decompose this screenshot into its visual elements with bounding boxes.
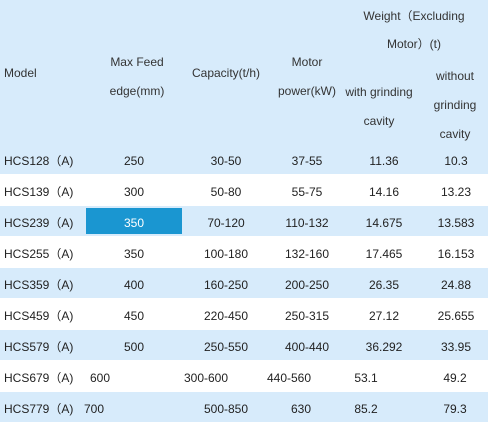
cell-weight-without-cavity: 16.153: [437, 247, 475, 261]
table-row: HCS459（A) 450 220-450 250-315 27.12 25.6…: [0, 299, 488, 330]
cell-motor-power: 37-55: [291, 154, 323, 168]
cell-max-feed: 250: [123, 154, 145, 168]
cell-capacity: 500-850: [203, 402, 249, 416]
cell-model: HCS239（A): [4, 216, 74, 230]
cell-capacity: 50-80: [210, 185, 242, 199]
cell-capacity: 220-450: [203, 309, 249, 323]
header-weight-line1: Weight（Excluding: [363, 9, 465, 23]
cell-model: HCS139（A): [4, 185, 74, 199]
header-with-line1: with grinding: [345, 85, 413, 99]
table-row: HCS139（A) 300 50-80 55-75 14.16 13.23: [0, 175, 488, 206]
header-without-grinding-cavity: without grinding cavity: [426, 62, 484, 149]
table-body: HCS128（A) 250 30-50 37-55 11.36 10.3 HCS…: [0, 144, 488, 423]
table-row: HCS239（A) 350 70-120 110-132 14.675 13.5…: [0, 206, 488, 237]
table-row: HCS255（A) 350 100-180 132-160 17.465 16.…: [0, 237, 488, 268]
header-without-line1: without: [435, 69, 475, 83]
cell-weight-without-cavity: 13.583: [437, 216, 475, 230]
cell-weight-without-cavity: 33.95: [440, 340, 472, 354]
cell-model: HCS459（A): [4, 309, 74, 323]
cell-motor-power: 200-250: [284, 278, 330, 292]
header-motor-line2: power(kW): [277, 84, 336, 98]
cell-motor-power: 110-132: [285, 216, 329, 230]
cell-capacity: 250-550: [203, 340, 249, 354]
cell-model: HCS679（A): [4, 371, 74, 385]
header-without-line3: cavity: [439, 127, 471, 141]
cell-weight-without-cavity: 10.3: [444, 154, 468, 168]
header-without-line2: grinding: [433, 98, 477, 112]
cell-motor-power: 250-315: [284, 309, 330, 323]
cell-weight-without-cavity: 13.23: [440, 185, 472, 199]
table-header: Model Max Feed edge(mm) Capacity(t/h) Mo…: [0, 0, 488, 144]
table-row: HCS128（A) 250 30-50 37-55 11.36 10.3: [0, 144, 488, 175]
table-row: HCS359（A) 400 160-250 200-250 26.35 24.8…: [0, 268, 488, 299]
cell-weight-with-cavity: 36.292: [365, 340, 403, 354]
table-row: HCS779（A) 700 500-850 630 85.2 79.3: [0, 392, 488, 423]
cell-weight-with-cavity: 27.12: [368, 309, 400, 323]
cell-max-feed-highlighted: 350: [86, 208, 182, 234]
cell-model: HCS255（A): [4, 247, 74, 261]
cell-weight-without-cavity: 79.3: [443, 402, 467, 416]
cell-weight-with-cavity: 26.35: [368, 278, 400, 292]
cell-motor-power: 440-560: [266, 371, 312, 385]
cell-model: HCS779（A): [4, 402, 74, 416]
cell-max-feed: 700: [84, 402, 105, 416]
header-motor-power: Motor power(kW): [268, 48, 346, 106]
cell-max-feed: 350: [123, 247, 145, 261]
header-with-grinding-cavity: with grinding cavity: [344, 78, 414, 136]
header-max-feed-line2: edge(mm): [109, 84, 165, 98]
header-model: Model: [4, 66, 37, 80]
cell-max-feed: 450: [123, 309, 145, 323]
cell-weight-with-cavity: 11.36: [369, 154, 399, 168]
cell-weight-with-cavity: 17.465: [365, 247, 403, 261]
cell-weight-with-cavity: 14.16: [368, 185, 400, 199]
cell-motor-power: 55-75: [291, 185, 323, 199]
cell-weight-without-cavity: 25.655: [437, 309, 475, 323]
cell-max-feed: 600: [89, 371, 111, 385]
cell-weight-without-cavity: 49.2: [443, 371, 467, 385]
header-max-feed: Max Feed edge(mm): [100, 48, 174, 106]
header-motor-line1: Motor: [291, 55, 323, 69]
cell-motor-power: 132-160: [284, 247, 330, 261]
cell-capacity: 100-180: [203, 247, 249, 261]
cell-capacity: 30-50: [210, 154, 242, 168]
cell-capacity: 70-120: [207, 216, 245, 230]
cell-weight-with-cavity: 14.675: [365, 216, 403, 230]
cell-capacity: 300-600: [183, 371, 229, 385]
cell-weight-with-cavity: 53.1: [354, 371, 378, 385]
header-max-feed-line1: Max Feed: [110, 55, 164, 69]
cell-model: HCS359（A): [4, 278, 74, 292]
cell-weight-with-cavity: 85.2: [354, 402, 378, 416]
table-row: HCS579（A) 500 250-550 400-440 36.292 33.…: [0, 330, 488, 361]
cell-motor-power: 400-440: [284, 340, 330, 354]
cell-max-feed: 300: [123, 185, 145, 199]
header-capacity: Capacity(t/h): [191, 66, 261, 80]
table-row: HCS679（A) 600 300-600 440-560 53.1 49.2: [0, 361, 488, 392]
cell-max-feed: 400: [123, 278, 145, 292]
header-weight: Weight（Excluding Motor）(t): [344, 2, 484, 58]
header-with-line2: cavity: [363, 114, 395, 128]
cell-capacity: 160-250: [203, 278, 249, 292]
cell-max-feed: 500: [123, 340, 145, 354]
cell-motor-power: 630: [290, 402, 312, 416]
cell-model: HCS579（A): [4, 340, 74, 354]
cell-weight-without-cavity: 24.88: [440, 278, 472, 292]
header-weight-line2: Motor）(t): [386, 37, 441, 51]
cell-model: HCS128（A): [4, 154, 74, 168]
